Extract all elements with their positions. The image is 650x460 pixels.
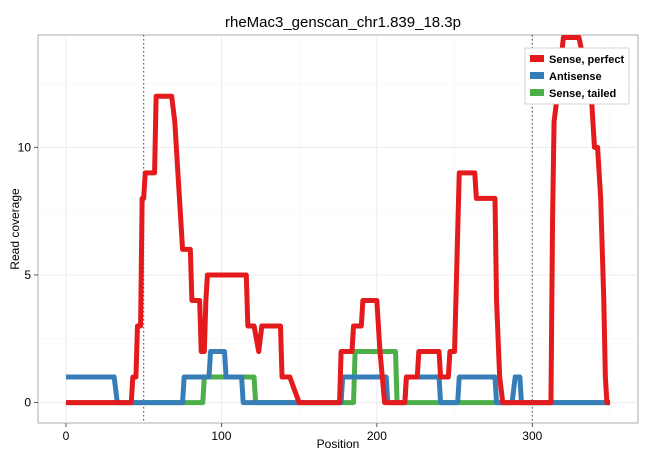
y-tick-label: 10 [18,140,32,154]
chart-title: rheMac3_genscan_chr1.839_18.3p [225,14,461,31]
y-tick-label: 5 [24,268,31,282]
x-tick-label: 300 [522,429,542,443]
x-axis-ticks: 0 100 200 300 [63,423,543,443]
y-tick-label: 0 [24,396,31,410]
y-axis-label: Read coverage [8,188,22,270]
x-tick-label: 100 [211,429,231,443]
series-line-sense-perfect [65,35,611,406]
series-layer [65,35,611,406]
x-axis-label: Position [317,437,360,451]
x-tick-label: 0 [63,429,70,443]
legend-swatch-sense-tailed [530,89,544,96]
y-axis-ticks: 0 5 10 [18,140,38,410]
legend-label-sense-tailed: Sense, tailed [549,88,616,100]
legend-label-sense-perfect: Sense, perfect [549,54,625,66]
legend-swatch-sense-perfect [530,55,544,62]
legend-swatch-antisense [530,72,544,79]
legend-label-antisense: Antisense [549,71,602,83]
x-tick-label: 200 [367,429,387,443]
legend: Sense, perfect Antisense Sense, tailed [524,47,630,105]
